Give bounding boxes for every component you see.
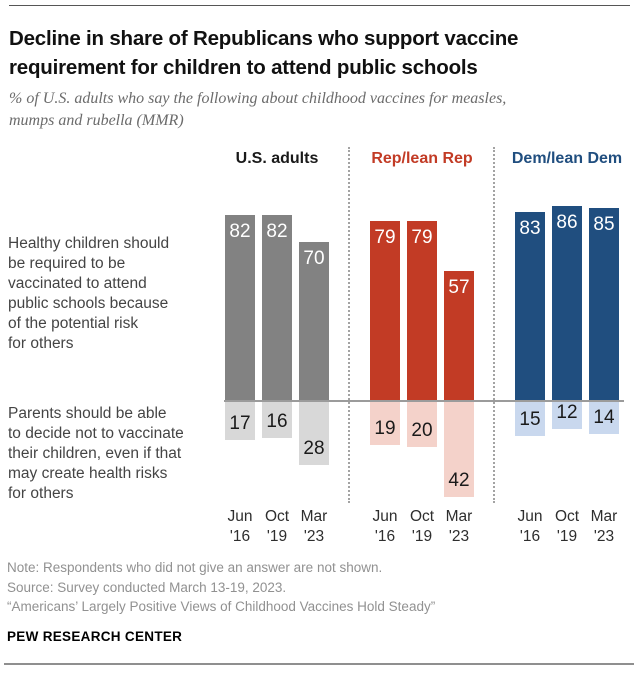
bar-required-u-s-adults-3: 70 — [299, 242, 329, 400]
bar-required-dem-lean-dem-2: 86 — [552, 206, 582, 400]
zero-baseline — [224, 400, 624, 402]
page-subtitle: % of U.S. adults who say the following a… — [9, 90, 507, 129]
bar-value-label: 70 — [303, 248, 325, 269]
x-axis-tick-dem-lean-dem-2: Oct '19 — [554, 508, 580, 545]
x-axis-tick-u-s-adults-2: Oct '19 — [264, 508, 290, 545]
bar-parents-decide-rep-lean-rep-3: 42 — [444, 402, 474, 497]
group-header-rep-lean-rep: Rep/lean Rep — [371, 150, 473, 167]
bar-required-rep-lean-rep-1: 79 — [370, 221, 400, 400]
group-header-dem-lean-dem: Dem/lean Dem — [511, 150, 623, 167]
bar-value-label: 14 — [593, 407, 615, 428]
group-header-u-s-adults: U.S. adults — [235, 150, 319, 167]
bar-parents-decide-u-s-adults-2: 16 — [262, 402, 292, 438]
bar-parents-decide-dem-lean-dem-1: 15 — [515, 402, 545, 436]
bar-value-label: 82 — [229, 221, 251, 242]
bar-parents-decide-u-s-adults-3: 28 — [299, 402, 329, 465]
bar-value-label: 17 — [229, 413, 251, 434]
bar-value-label: 16 — [266, 411, 288, 432]
x-axis-tick-dem-lean-dem-1: Jun '16 — [517, 508, 543, 545]
bar-required-dem-lean-dem-1: 83 — [515, 212, 545, 400]
bar-value-label: 15 — [519, 409, 541, 430]
bar-value-label: 85 — [593, 214, 615, 235]
group-separator-right — [493, 147, 495, 503]
bottom-divider — [4, 663, 634, 665]
bar-parents-decide-rep-lean-rep-1: 19 — [370, 402, 400, 445]
bar-value-label: 19 — [374, 418, 396, 439]
statement-label-parents-decide: Parents should be able to decide not to … — [8, 405, 184, 502]
group-separator-left — [348, 147, 350, 503]
x-axis-tick-rep-lean-rep-3: Mar '23 — [445, 508, 473, 545]
bar-value-label: 86 — [556, 212, 578, 233]
bar-required-u-s-adults-2: 82 — [262, 215, 292, 400]
x-axis-tick-rep-lean-rep-1: Jun '16 — [372, 508, 398, 545]
bar-parents-decide-dem-lean-dem-3: 14 — [589, 402, 619, 434]
bar-value-label: 82 — [266, 221, 288, 242]
x-axis-tick-u-s-adults-1: Jun '16 — [227, 508, 253, 545]
statement-label-required: Healthy children should be required to b… — [8, 235, 170, 352]
bar-parents-decide-rep-lean-rep-2: 20 — [407, 402, 437, 447]
bar-value-label: 83 — [519, 218, 541, 239]
notes-block: Note: Respondents who did not give an an… — [7, 558, 627, 617]
pew-research-center-wordmark: PEW RESEARCH CENTER — [7, 629, 183, 644]
bar-value-label: 20 — [411, 420, 433, 441]
bar-required-dem-lean-dem-3: 85 — [589, 208, 619, 400]
bar-value-label: 79 — [411, 227, 433, 248]
top-divider — [9, 5, 630, 6]
x-axis-tick-rep-lean-rep-2: Oct '19 — [409, 508, 435, 545]
bar-required-rep-lean-rep-2: 79 — [407, 221, 437, 400]
bar-required-rep-lean-rep-3: 57 — [444, 271, 474, 400]
note-line: Note: Respondents who did not give an an… — [7, 560, 383, 575]
bar-parents-decide-dem-lean-dem-2: 12 — [552, 402, 582, 429]
bar-value-label: 42 — [448, 470, 470, 491]
bar-value-label: 57 — [448, 277, 470, 298]
bar-parents-decide-u-s-adults-1: 17 — [225, 402, 255, 440]
report-title-line: “Americans’ Largely Positive Views of Ch… — [7, 599, 436, 614]
bar-value-label: 79 — [374, 227, 396, 248]
bar-required-u-s-adults-1: 82 — [225, 215, 255, 400]
x-axis-tick-dem-lean-dem-3: Mar '23 — [590, 508, 618, 545]
bar-value-label: 12 — [556, 402, 578, 423]
bar-value-label: 28 — [303, 438, 325, 459]
source-line: Source: Survey conducted March 13-19, 20… — [7, 579, 287, 595]
page-title: Decline in share of Republicans who supp… — [9, 27, 519, 79]
x-axis-tick-u-s-adults-3: Mar '23 — [300, 508, 328, 545]
